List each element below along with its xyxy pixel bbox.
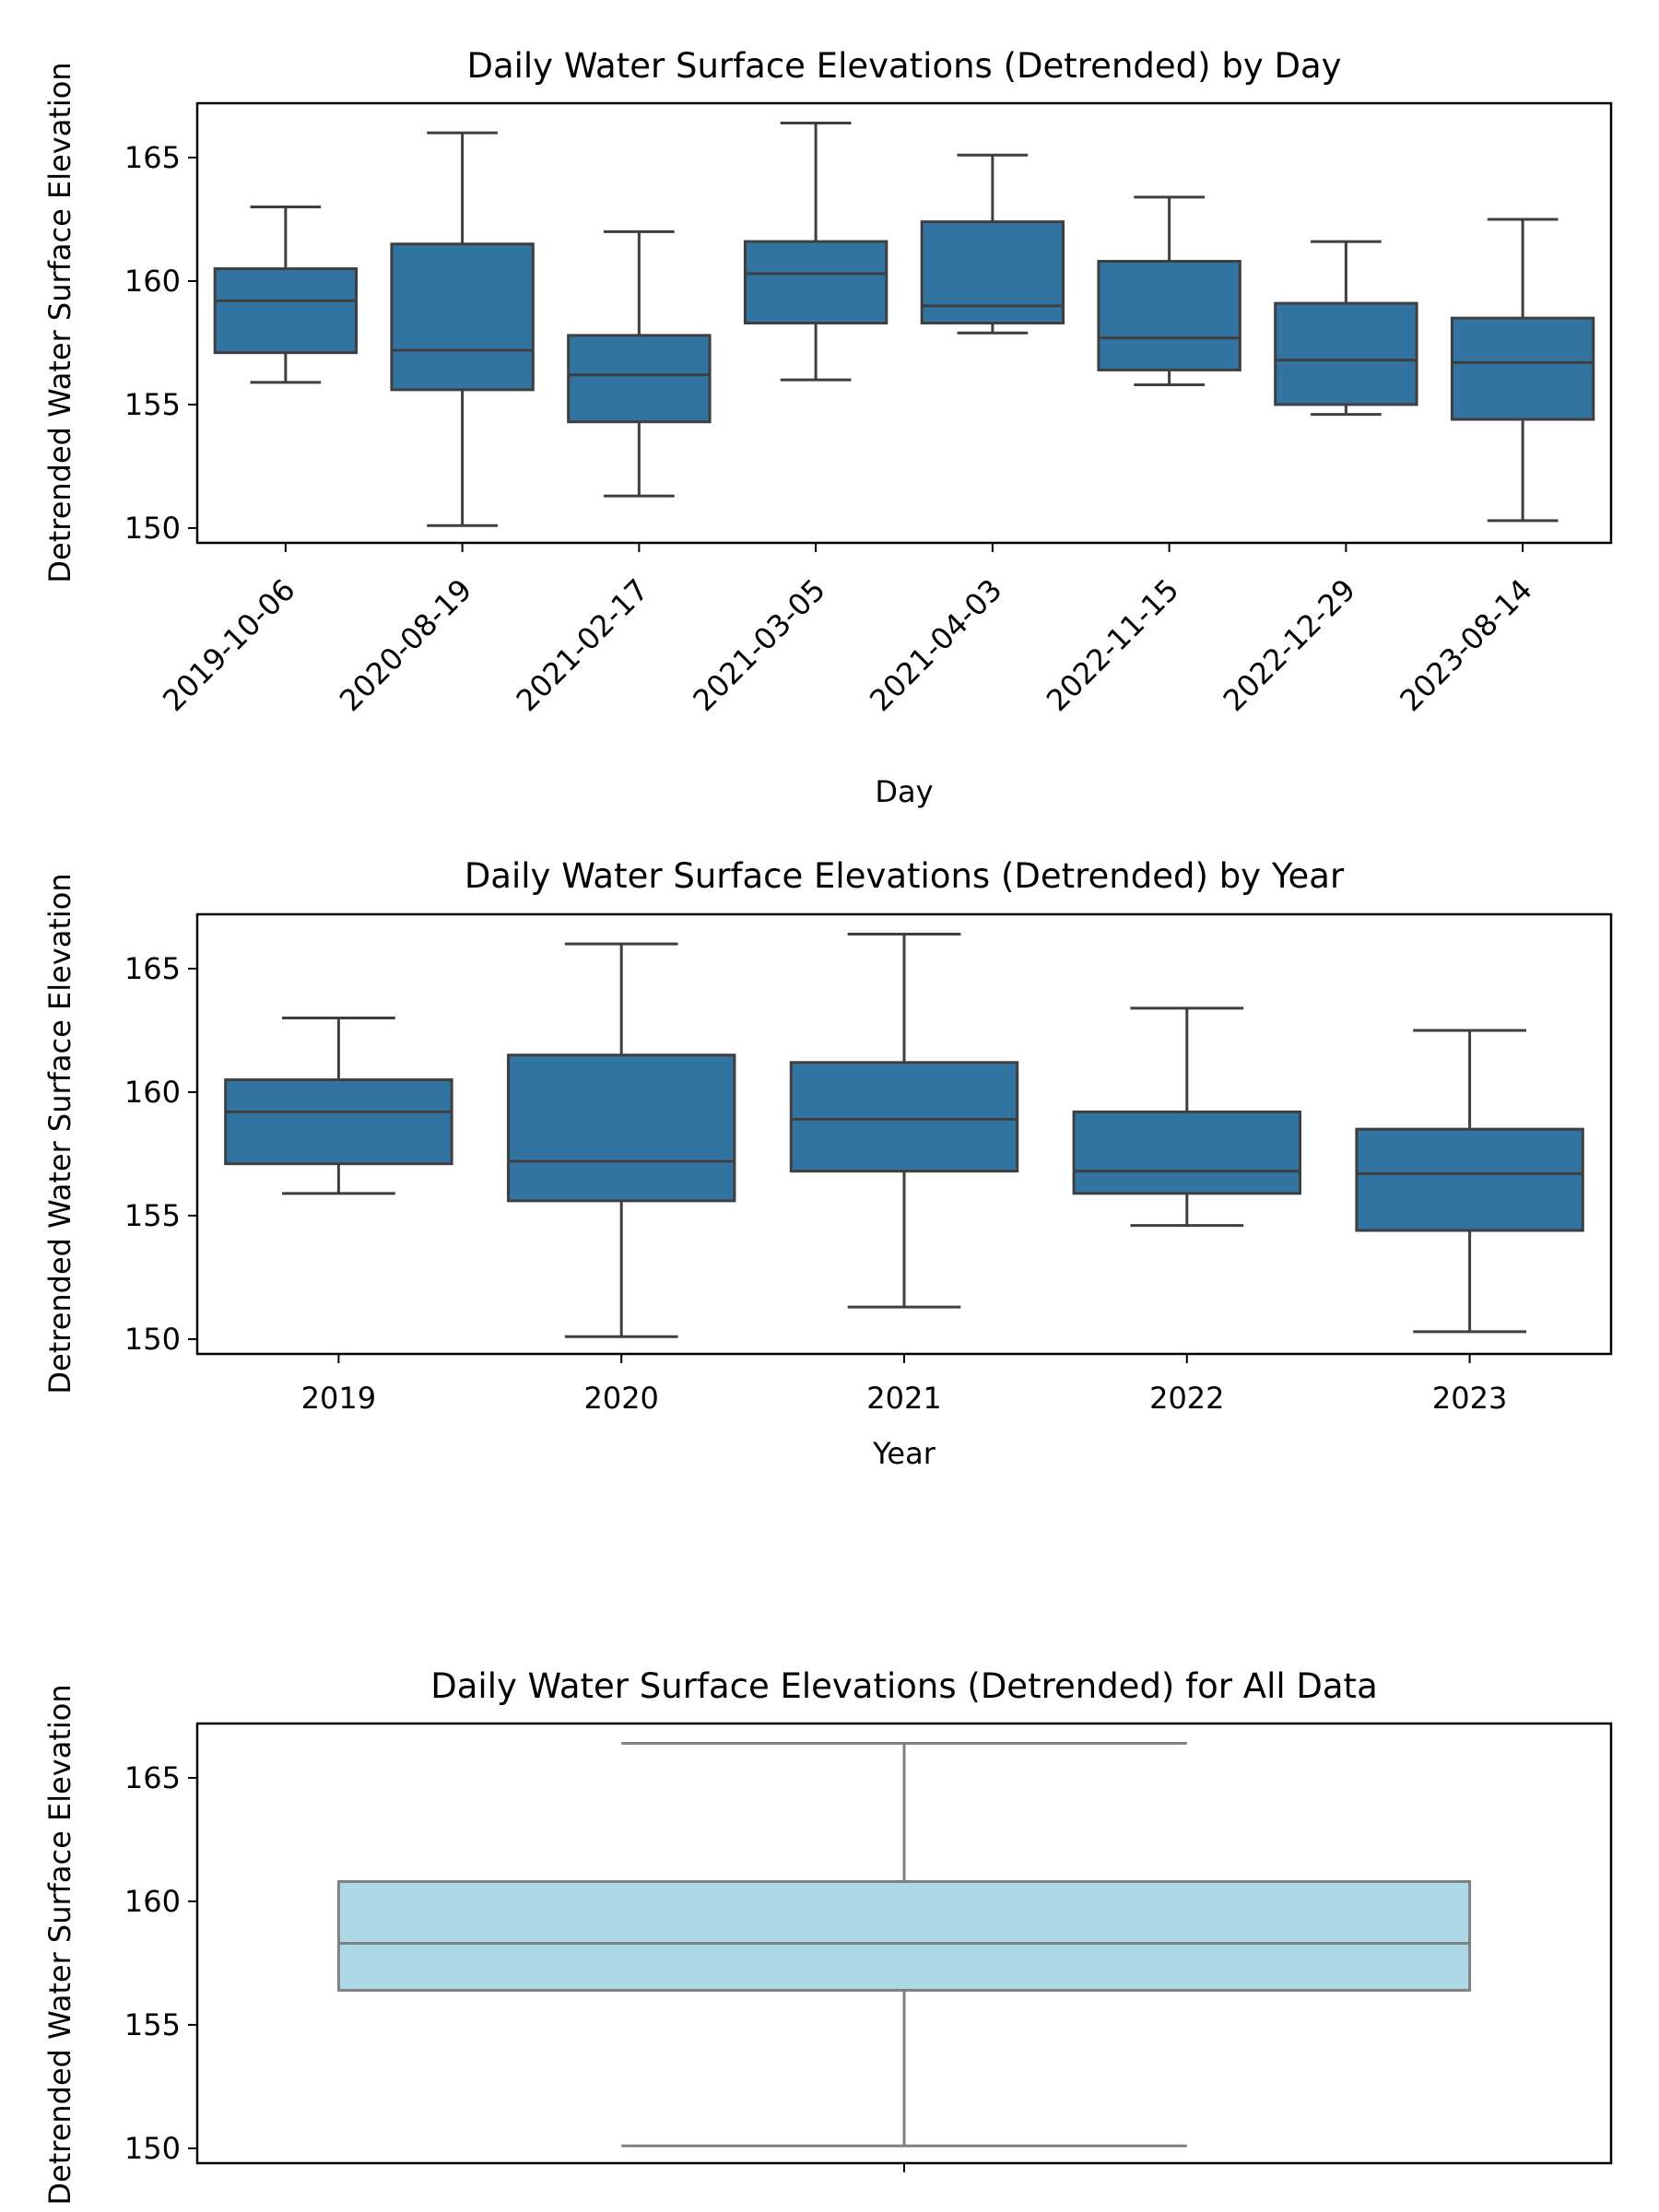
box-3 — [567, 229, 712, 498]
y-tick-label: 150 — [124, 1322, 181, 1357]
box-iqr — [1355, 1127, 1584, 1232]
box-3 — [789, 932, 1019, 1309]
y-tick-label: 150 — [124, 2131, 181, 2166]
y-axis-label: Detrended Water Surface Elevation — [42, 1684, 77, 2205]
plot-frame — [195, 101, 1613, 545]
box-1 — [336, 1741, 1472, 2147]
box-iqr — [390, 242, 535, 392]
box-iqr — [336, 1880, 1472, 1992]
box-5 — [920, 153, 1065, 335]
x-tick-label: 2022-11-15 — [1040, 572, 1185, 718]
box-iqr — [224, 1078, 453, 1166]
y-tick-label: 155 — [124, 1198, 181, 1233]
box-iqr — [789, 1061, 1019, 1173]
box-1 — [224, 1017, 453, 1195]
chart-1: Daily Water Surface Elevations (Detrende… — [42, 46, 1613, 809]
y-tick-label: 165 — [124, 951, 181, 986]
x-axis-label: Day — [875, 774, 933, 809]
y-tick-label: 160 — [124, 1884, 181, 1919]
box-8 — [1450, 218, 1595, 523]
x-tick-label: 2021-02-17 — [510, 572, 655, 718]
box-iqr — [1097, 260, 1241, 371]
box-2 — [506, 942, 736, 1338]
plot-frame — [195, 912, 1613, 1356]
y-tick-label: 150 — [124, 511, 181, 546]
box-iqr — [1072, 1110, 1302, 1195]
box-7 — [1274, 240, 1418, 417]
x-tick-label: 2023 — [1432, 1381, 1507, 1416]
box-4 — [743, 121, 888, 382]
box-2 — [390, 131, 535, 527]
chart-title: Daily Water Surface Elevations (Detrende… — [430, 1666, 1378, 1706]
box-1 — [213, 206, 359, 384]
y-axis-label: Detrended Water Surface Elevation — [42, 873, 77, 1394]
x-tick-label: 2022 — [1149, 1381, 1224, 1416]
x-tick-label: 2019 — [301, 1381, 376, 1416]
chart-2: Daily Water Surface Elevations (Detrende… — [42, 856, 1613, 1471]
box-iqr — [506, 1053, 736, 1203]
x-tick-label: 2021 — [866, 1381, 941, 1416]
x-tick-label: 2020-08-19 — [333, 572, 478, 718]
chart-3: Daily Water Surface Elevations (Detrende… — [42, 1666, 1613, 2206]
box-iqr — [213, 267, 359, 355]
box-iqr — [920, 220, 1065, 324]
chart-title: Daily Water Surface Elevations (Detrende… — [466, 46, 1341, 86]
y-tick-label: 165 — [124, 140, 181, 175]
box-iqr — [743, 240, 888, 324]
y-axis-label: Detrended Water Surface Elevation — [42, 62, 77, 582]
x-tick-label: 2020 — [583, 1381, 658, 1416]
y-tick-label: 155 — [124, 2007, 181, 2042]
y-tick-label: 160 — [124, 264, 181, 299]
y-tick-label: 165 — [124, 1760, 181, 1795]
x-axis-label: Year — [872, 1436, 936, 1471]
x-tick-label: 2022-12-29 — [1217, 572, 1362, 718]
x-tick-label: 2019-10-06 — [156, 572, 301, 718]
x-tick-label: 2023-08-14 — [1393, 572, 1538, 718]
box-4 — [1072, 1006, 1302, 1228]
box-iqr — [567, 334, 712, 424]
x-tick-label: 2021-03-05 — [686, 572, 831, 718]
x-tick-label: 2021-04-03 — [863, 572, 1008, 718]
box-6 — [1097, 195, 1241, 386]
y-tick-label: 155 — [124, 387, 181, 422]
y-tick-label: 160 — [124, 1075, 181, 1110]
plot-frame — [195, 1722, 1613, 2165]
box-iqr — [1450, 316, 1595, 421]
box-5 — [1355, 1029, 1584, 1334]
chart-title: Daily Water Surface Elevations (Detrende… — [465, 856, 1345, 896]
box-iqr — [1274, 301, 1418, 406]
